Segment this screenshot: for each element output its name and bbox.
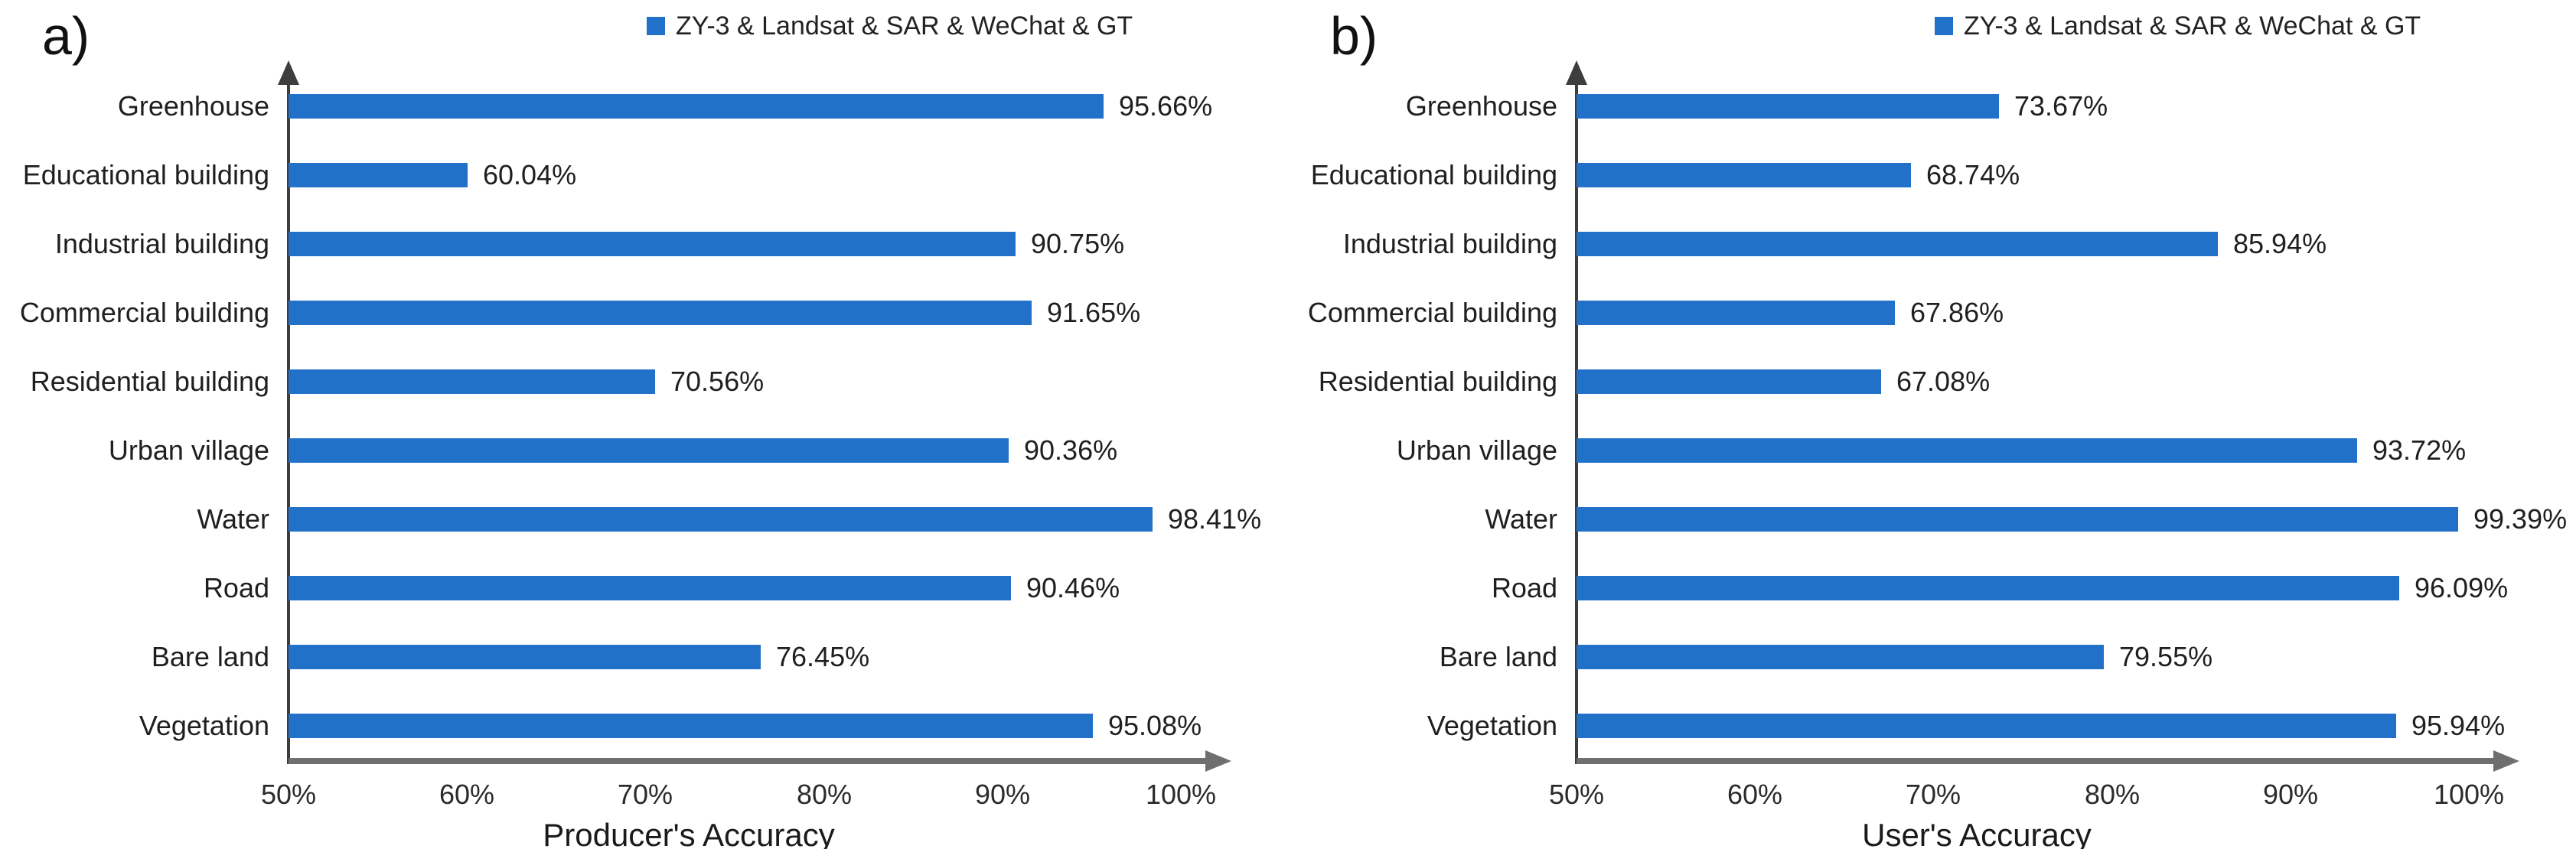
y-axis-arrow-icon bbox=[278, 60, 299, 85]
value-label: 79.55% bbox=[2119, 641, 2213, 672]
value-label: 93.72% bbox=[2372, 434, 2467, 466]
category-label: Educational building bbox=[1310, 159, 1557, 190]
x-axis-arrow-icon bbox=[2493, 750, 2519, 772]
panel-letter: b) bbox=[1330, 6, 1378, 66]
x-tick-label: 50% bbox=[260, 779, 317, 810]
category-label: Industrial building bbox=[1342, 228, 1557, 259]
bar bbox=[289, 369, 655, 394]
y-axis bbox=[1575, 79, 1578, 764]
category-label: Road bbox=[1491, 572, 1557, 603]
x-tick-label: 100% bbox=[2433, 779, 2505, 810]
value-label: 95.94% bbox=[2411, 710, 2506, 741]
category-label: Commercial building bbox=[19, 297, 269, 328]
bar bbox=[1577, 576, 2399, 600]
x-axis bbox=[1577, 758, 2493, 764]
bar bbox=[289, 507, 1153, 532]
category-label: Vegetation bbox=[139, 710, 269, 741]
value-label: 90.36% bbox=[1024, 434, 1118, 466]
x-tick-label: 70% bbox=[617, 779, 673, 810]
category-label: Bare land bbox=[1439, 641, 1557, 672]
bar bbox=[289, 232, 1016, 256]
x-axis-arrow-icon bbox=[1205, 750, 1231, 772]
value-label: 91.65% bbox=[1047, 297, 1141, 328]
bar bbox=[1577, 163, 1911, 187]
category-label: Water bbox=[1485, 503, 1557, 535]
bar bbox=[1577, 438, 2357, 463]
y-axis-arrow-icon bbox=[1566, 60, 1587, 85]
value-label: 98.41% bbox=[1168, 503, 1262, 535]
bar bbox=[1577, 232, 2218, 256]
value-label: 70.56% bbox=[670, 366, 765, 397]
x-tick-label: 80% bbox=[2084, 779, 2141, 810]
x-tick-label: 60% bbox=[1727, 779, 1783, 810]
legend-swatch-icon bbox=[647, 17, 665, 35]
bar bbox=[289, 576, 1011, 600]
chart-panel-a: a) ZY-3 & Landsat & SAR & WeChat & GT Gr… bbox=[20, 6, 1261, 849]
value-label: 90.75% bbox=[1031, 228, 1125, 259]
value-label: 68.74% bbox=[1926, 159, 2020, 190]
bar bbox=[1577, 714, 2396, 738]
category-label: Road bbox=[203, 572, 269, 603]
chart-panel-b: b) ZY-3 & Landsat & SAR & WeChat & GT Gr… bbox=[1288, 0, 2576, 849]
legend-label: ZY-3 & Landsat & SAR & WeChat & GT bbox=[676, 11, 1133, 41]
plot-area: Greenhouse 73.67% Educational building 68.7… bbox=[1308, 60, 2567, 849]
legend-label: ZY-3 & Landsat & SAR & WeChat & GT bbox=[1964, 11, 2421, 41]
category-label: Greenhouse bbox=[117, 90, 269, 122]
x-axis bbox=[289, 758, 1205, 764]
value-label: 76.45% bbox=[776, 641, 870, 672]
value-label: 95.08% bbox=[1108, 710, 1202, 741]
x-tick-label: 90% bbox=[2262, 779, 2319, 810]
legend-swatch-icon bbox=[1935, 17, 1953, 35]
bar bbox=[289, 163, 468, 187]
x-tick-label: 60% bbox=[439, 779, 495, 810]
plot-area: Greenhouse 95.66% Educational building 60.0… bbox=[20, 60, 1261, 849]
bar bbox=[289, 645, 761, 669]
x-tick-label: 80% bbox=[796, 779, 853, 810]
legend: ZY-3 & Landsat & SAR & WeChat & GT bbox=[647, 11, 1133, 41]
legend: ZY-3 & Landsat & SAR & WeChat & GT bbox=[1935, 11, 2421, 41]
bar bbox=[289, 438, 1009, 463]
bar bbox=[1577, 94, 1999, 119]
x-tick-label: 50% bbox=[1548, 779, 1605, 810]
category-label: Urban village bbox=[108, 434, 269, 466]
bar bbox=[1577, 369, 1881, 394]
category-label: Residential building bbox=[1318, 366, 1557, 397]
value-label: 90.46% bbox=[1026, 572, 1120, 603]
category-label: Industrial building bbox=[54, 228, 269, 259]
category-label: Bare land bbox=[151, 641, 269, 672]
x-tick-label: 90% bbox=[974, 779, 1031, 810]
value-label: 60.04% bbox=[483, 159, 577, 190]
category-label: Vegetation bbox=[1427, 710, 1557, 741]
category-label: Educational building bbox=[22, 159, 269, 190]
value-label: 95.66% bbox=[1119, 90, 1213, 122]
value-label: 96.09% bbox=[2415, 572, 2509, 603]
bar bbox=[289, 94, 1104, 119]
bar bbox=[1577, 645, 2104, 669]
bar bbox=[1577, 507, 2458, 532]
category-label: Commercial building bbox=[1307, 297, 1557, 328]
bar bbox=[1577, 301, 1895, 325]
bar bbox=[289, 714, 1093, 738]
value-label: 73.67% bbox=[2014, 90, 2108, 122]
x-axis-title: User's Accuracy bbox=[1862, 817, 2092, 849]
value-label: 99.39% bbox=[2473, 503, 2568, 535]
panel-letter: a) bbox=[42, 6, 90, 66]
value-label: 85.94% bbox=[2233, 228, 2327, 259]
value-label: 67.86% bbox=[1910, 297, 2004, 328]
y-axis bbox=[287, 79, 290, 764]
x-tick-label: 100% bbox=[1145, 779, 1217, 810]
category-label: Residential building bbox=[30, 366, 269, 397]
bar bbox=[289, 301, 1032, 325]
category-label: Urban village bbox=[1396, 434, 1557, 466]
x-axis-title: Producer's Accuracy bbox=[543, 817, 835, 849]
value-label: 67.08% bbox=[1896, 366, 1991, 397]
x-tick-label: 70% bbox=[1905, 779, 1961, 810]
category-label: Water bbox=[197, 503, 269, 535]
category-label: Greenhouse bbox=[1405, 90, 1557, 122]
